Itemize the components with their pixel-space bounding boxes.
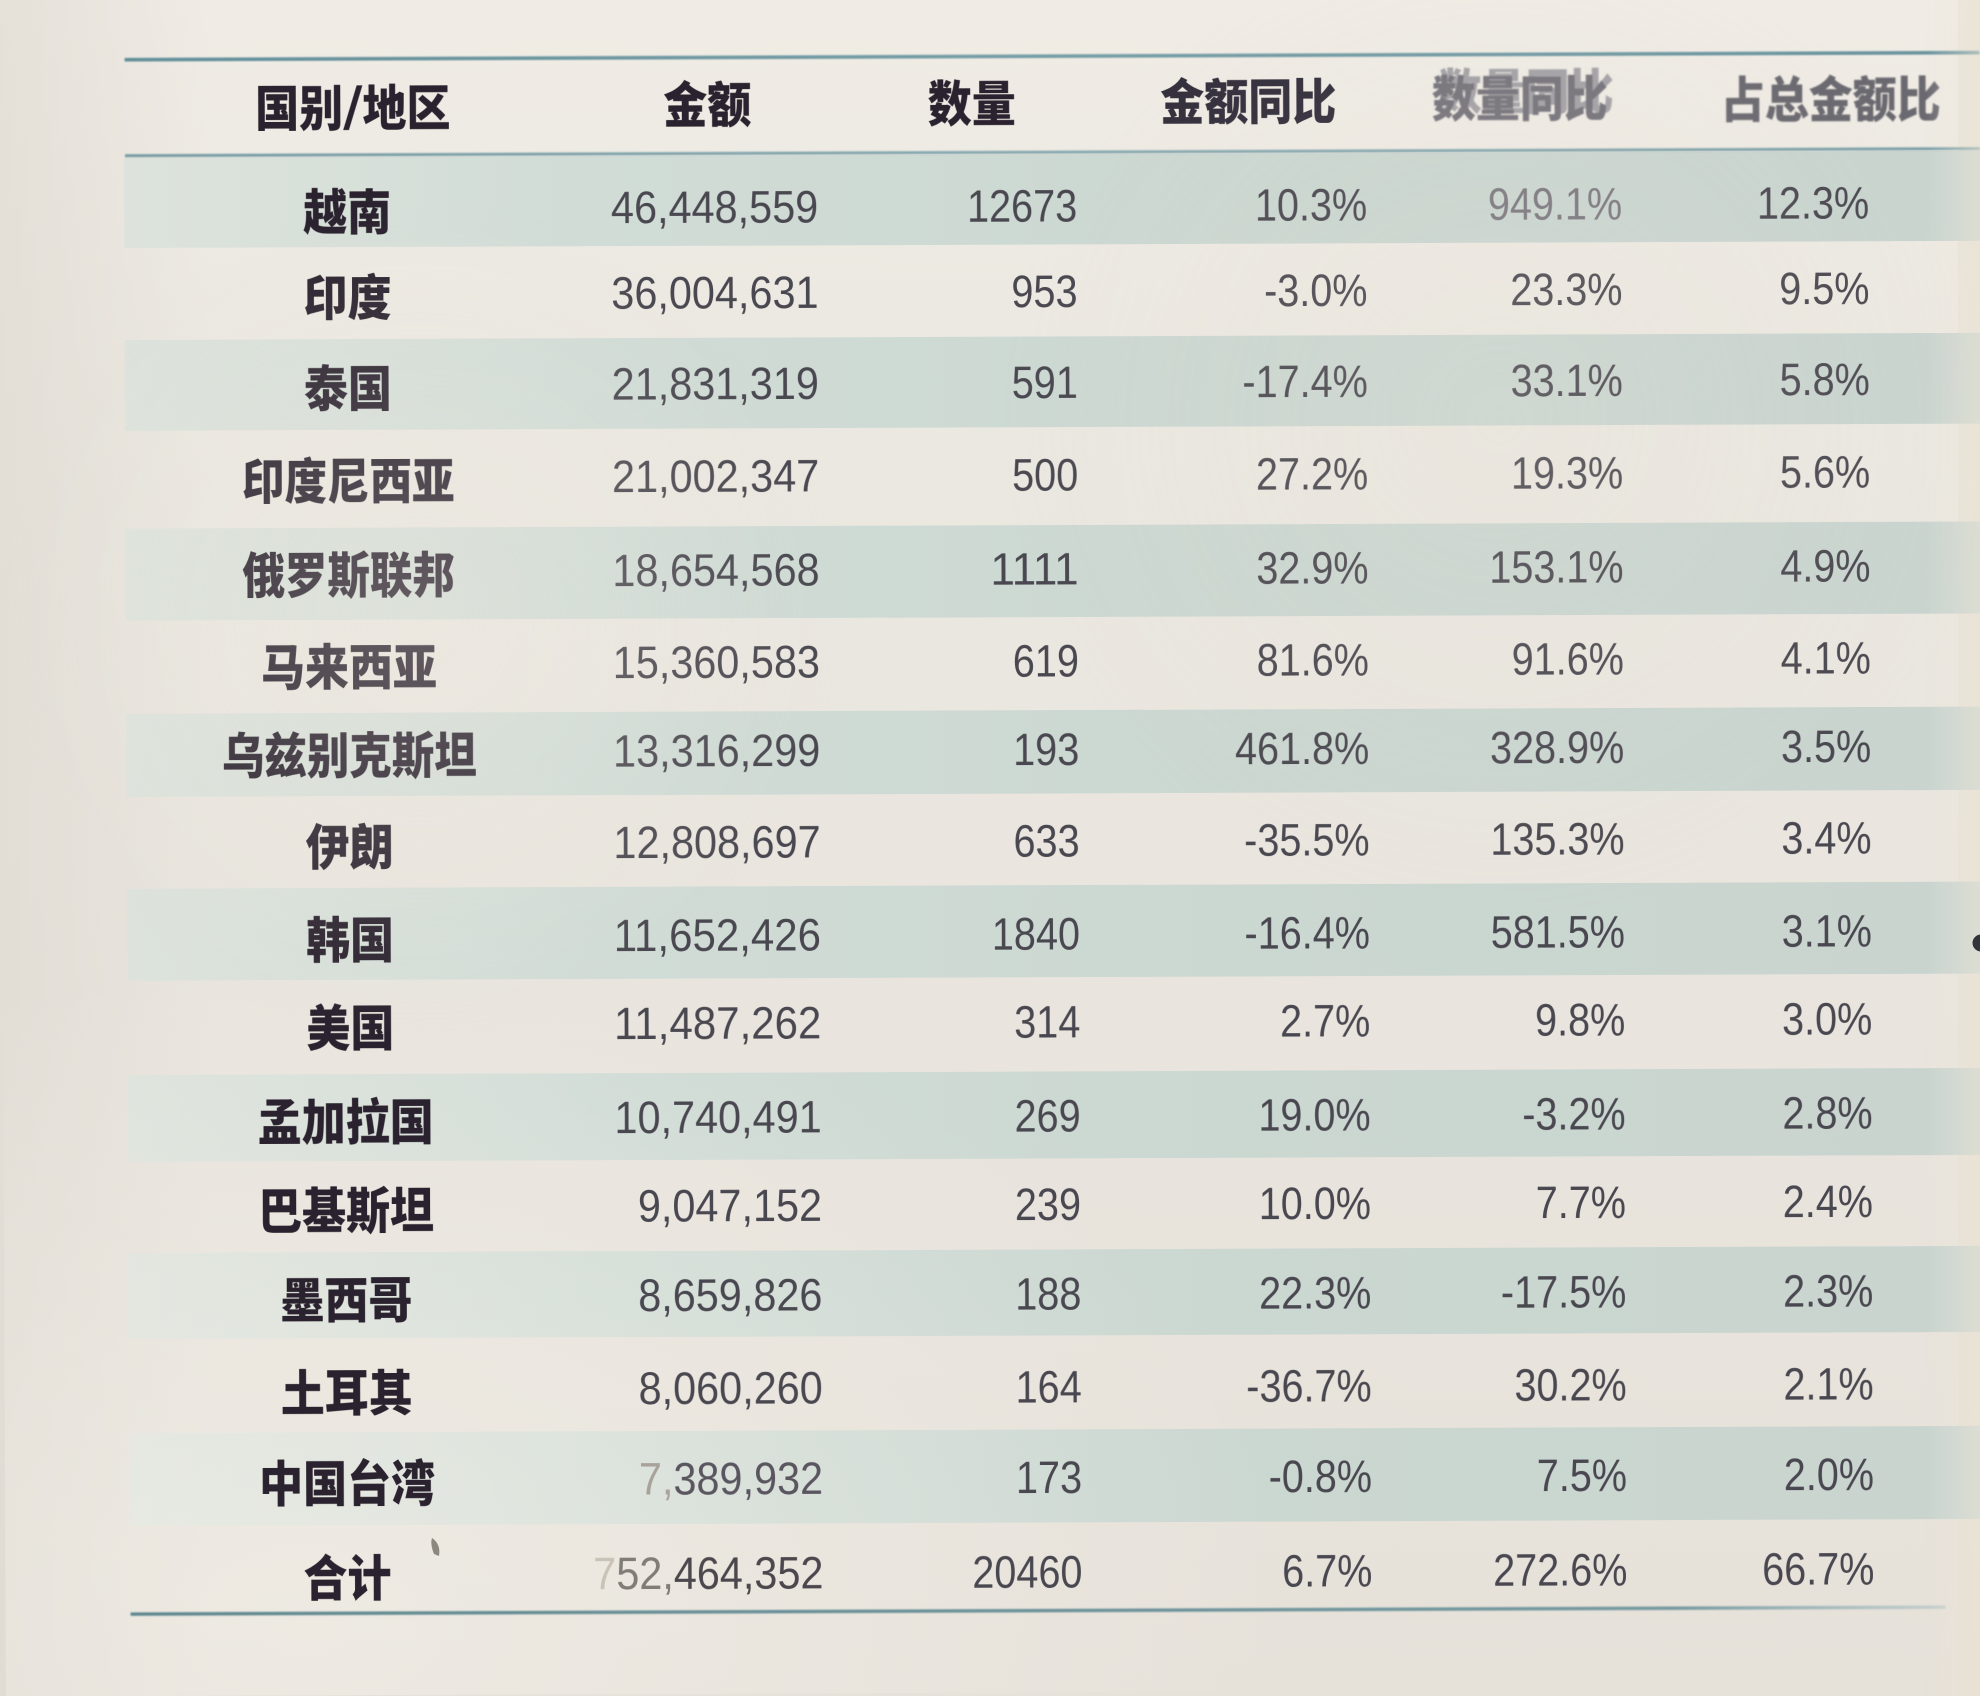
svg-text:7.7%: 7.7% [1536, 1177, 1626, 1228]
svg-text:269: 269 [1014, 1090, 1080, 1141]
svg-text:3.0%: 3.0% [1782, 993, 1872, 1044]
svg-text:66.7%: 66.7% [1762, 1543, 1874, 1594]
svg-text:239: 239 [1015, 1179, 1081, 1230]
svg-text:7.5%: 7.5% [1537, 1450, 1627, 1501]
svg-text:2.4%: 2.4% [1783, 1176, 1873, 1227]
svg-text:8,659,826: 8,659,826 [638, 1269, 822, 1321]
svg-text:2.8%: 2.8% [1782, 1087, 1872, 1138]
svg-text:2.7%: 2.7% [1280, 995, 1370, 1046]
svg-text:272.6%: 272.6% [1493, 1544, 1627, 1596]
svg-text:-3.2%: -3.2% [1522, 1088, 1626, 1139]
svg-text:188: 188 [1015, 1268, 1081, 1319]
svg-text:6.7%: 6.7% [1282, 1545, 1372, 1596]
svg-text:9.8%: 9.8% [1535, 994, 1625, 1045]
svg-text:-0.8%: -0.8% [1269, 1451, 1373, 1502]
svg-text:-17.5%: -17.5% [1501, 1266, 1627, 1317]
svg-text:8,060,260: 8,060,260 [639, 1362, 823, 1414]
svg-text:30.2%: 30.2% [1514, 1359, 1626, 1410]
svg-text:9,047,152: 9,047,152 [638, 1180, 822, 1232]
svg-text:2.1%: 2.1% [1783, 1358, 1873, 1409]
svg-text:19.0%: 19.0% [1258, 1089, 1370, 1140]
svg-text:2.3%: 2.3% [1783, 1265, 1873, 1316]
svg-text:20460: 20460 [972, 1546, 1082, 1597]
svg-text:22.3%: 22.3% [1259, 1267, 1371, 1318]
svg-text:-36.7%: -36.7% [1246, 1360, 1372, 1411]
svg-text:173: 173 [1016, 1452, 1082, 1503]
svg-text:2.0%: 2.0% [1784, 1449, 1874, 1500]
svg-text:10.0%: 10.0% [1259, 1178, 1371, 1229]
svg-text:7,389,932: 7,389,932 [639, 1453, 823, 1505]
svg-text:752,464,352: 752,464,352 [593, 1547, 823, 1599]
svg-text:314: 314 [1014, 996, 1080, 1047]
svg-text:164: 164 [1016, 1361, 1082, 1412]
